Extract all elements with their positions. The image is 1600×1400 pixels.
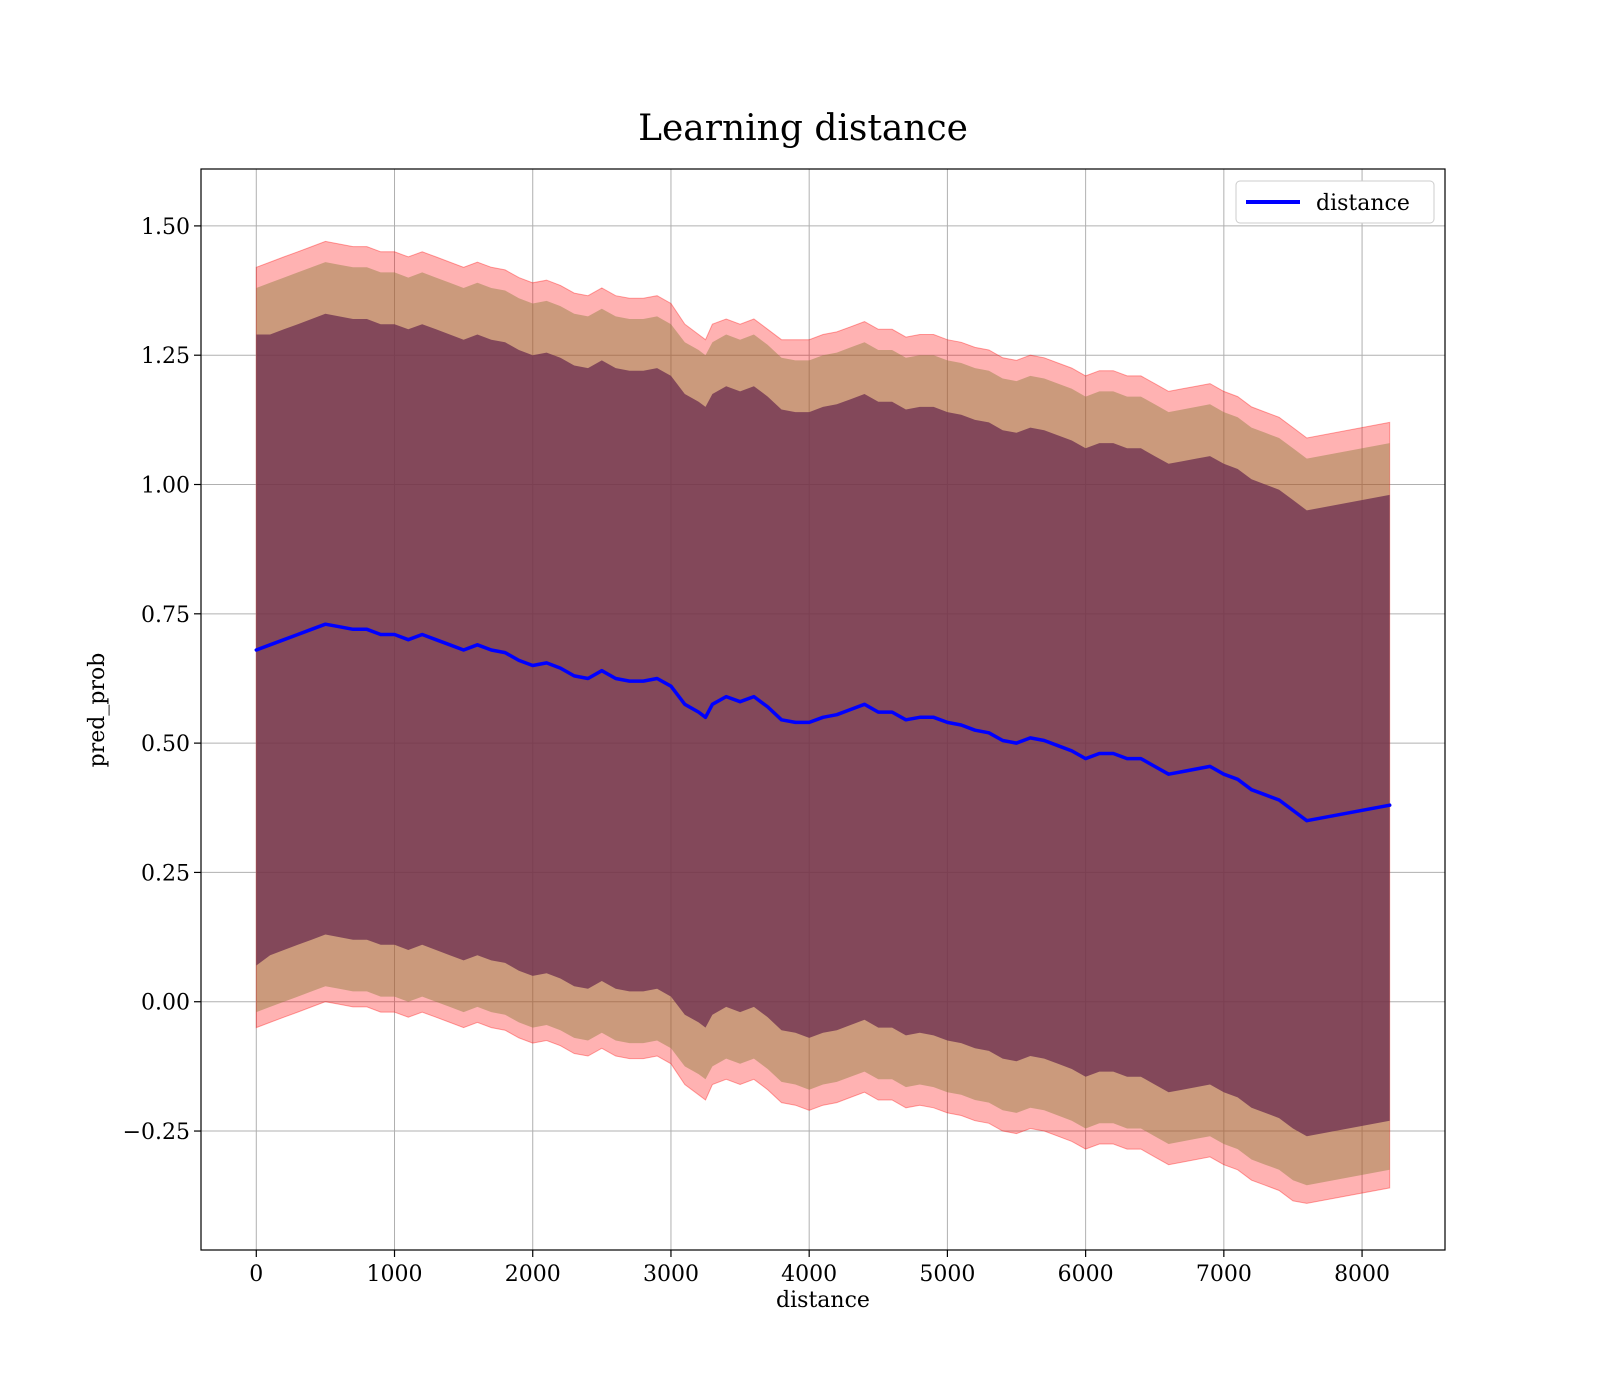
y-tick-label: 1.00 bbox=[141, 474, 190, 499]
x-tick-label: 5000 bbox=[919, 1262, 975, 1287]
y-tick-label: 1.25 bbox=[141, 344, 190, 369]
y-axis: −0.25 0.00 0.25 0.50 0.75 1.00 1.25 1.50 bbox=[123, 215, 201, 1145]
plot-frame bbox=[200, 168, 1446, 1251]
confidence-bands bbox=[255, 240, 1391, 1204]
legend: distance bbox=[1235, 180, 1435, 224]
x-tick-label: 1000 bbox=[367, 1262, 423, 1287]
y-axis-label: pred_prob bbox=[85, 653, 110, 768]
x-tick-label: 7000 bbox=[1196, 1262, 1252, 1287]
series-lines bbox=[254, 622, 1392, 823]
x-tick-label: 2000 bbox=[505, 1262, 561, 1287]
x-axis-label: distance bbox=[776, 1288, 870, 1313]
legend-label: distance bbox=[1316, 191, 1410, 216]
inner-band bbox=[256, 313, 1390, 1137]
x-tick-label: 6000 bbox=[1058, 1262, 1114, 1287]
y-tick-label: 0.75 bbox=[141, 603, 190, 628]
y-tick-label: 1.50 bbox=[141, 215, 190, 240]
legend-box bbox=[1235, 180, 1435, 224]
x-tick-label: 8000 bbox=[1334, 1262, 1390, 1287]
y-tick-label: −0.25 bbox=[123, 1120, 190, 1145]
x-tick-label: 0 bbox=[249, 1262, 263, 1287]
y-tick-label: 0.50 bbox=[141, 732, 190, 757]
y-tick-label: 0.25 bbox=[141, 861, 190, 886]
x-axis: 0 1000 2000 3000 4000 5000 6000 7000 8000 bbox=[249, 1250, 1390, 1287]
x-tick-label: 3000 bbox=[643, 1262, 699, 1287]
x-tick-label: 4000 bbox=[781, 1262, 837, 1287]
series-line-0 bbox=[254, 622, 1392, 823]
y-tick-label: 0.00 bbox=[141, 991, 190, 1016]
chart-title: Learning distance bbox=[638, 108, 968, 149]
